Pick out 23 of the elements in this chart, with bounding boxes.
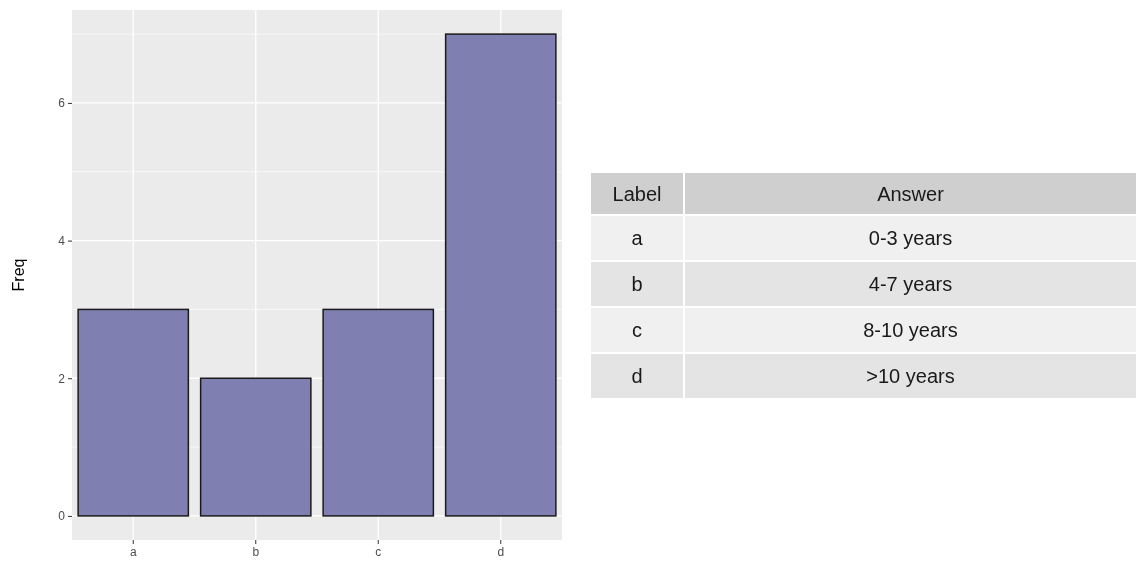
x-tick-label: d bbox=[497, 544, 505, 559]
text: Label bbox=[612, 182, 662, 205]
text: d bbox=[631, 365, 643, 387]
text: 4-7 years bbox=[868, 273, 953, 295]
text: 8-10 years bbox=[863, 319, 958, 341]
bar bbox=[77, 308, 190, 517]
x-tick-label: a bbox=[129, 544, 137, 559]
y-tick-label: 4 bbox=[58, 233, 66, 248]
y-tick-label: 6 bbox=[58, 96, 66, 111]
text: 0-3 years bbox=[868, 227, 953, 249]
bar bbox=[444, 33, 557, 517]
bar bbox=[199, 377, 312, 517]
text: b bbox=[631, 273, 643, 295]
y-axis-title: Freq bbox=[10, 258, 27, 292]
y-tick-label: 2 bbox=[58, 371, 66, 386]
text: a bbox=[631, 227, 644, 249]
bar bbox=[322, 308, 435, 517]
x-tick-label: b bbox=[252, 544, 260, 559]
y-tick-label: 0 bbox=[58, 509, 66, 524]
text: Answer bbox=[877, 182, 945, 205]
text: >10 years bbox=[866, 365, 955, 387]
x-tick-label: c bbox=[375, 544, 382, 559]
text: c bbox=[632, 319, 642, 341]
